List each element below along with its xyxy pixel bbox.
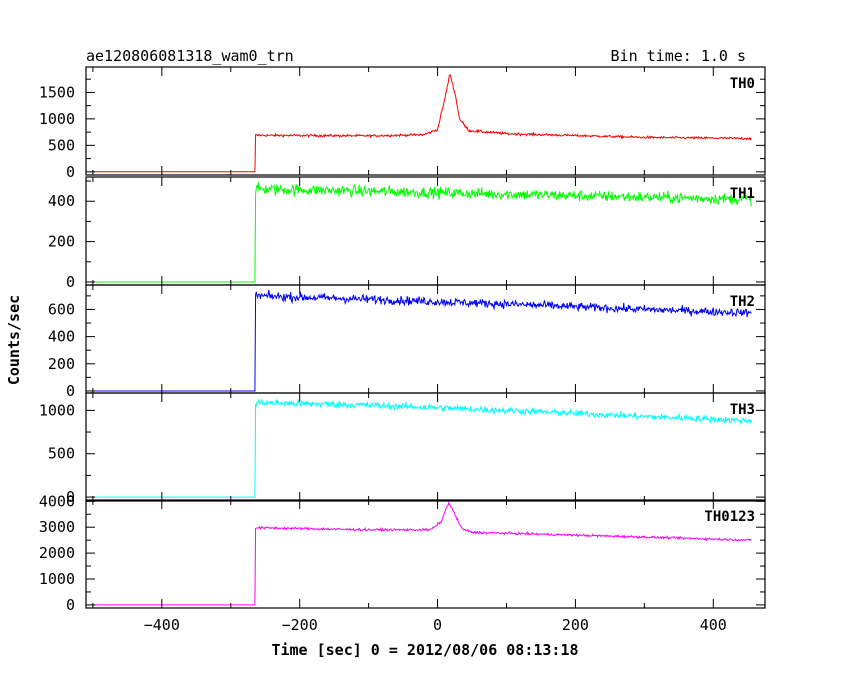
y-tick-label: 1000 <box>39 570 75 588</box>
panel-label-th1: TH1 <box>730 186 755 202</box>
x-tick-label: 400 <box>700 616 727 634</box>
panel-th3: 0 500 1000 TH3 <box>39 392 766 506</box>
x-tick-label: −200 <box>282 616 318 634</box>
y-tick-label: 200 <box>48 355 75 373</box>
panel-label-th3: TH3 <box>730 402 755 418</box>
y-tick-label: 0 <box>66 273 75 291</box>
panels-group: 0 500 1000 1500 TH0 0 200 400 TH1 0 200 400 600 TH2 0 5… <box>39 66 766 634</box>
bin-time-label: Bin time: 1.0 s <box>611 47 746 65</box>
y-tick-label: 400 <box>48 192 75 210</box>
y-tick-label: 3000 <box>39 518 75 536</box>
y-tick-label: 400 <box>48 328 75 346</box>
series-line-th1 <box>92 181 752 283</box>
y-tick-label: 500 <box>48 136 75 154</box>
y-tick-label: 500 <box>48 445 75 463</box>
x-tick-label: −400 <box>144 616 180 634</box>
panel-frame <box>85 392 766 502</box>
chart-title: ae120806081318_wam0_trn <box>86 47 294 65</box>
panel-th2: 0 200 400 600 TH2 <box>48 284 766 400</box>
y-tick-label: 0 <box>66 382 75 400</box>
panel-label-th0123: TH0123 <box>704 509 755 525</box>
panel-th0123: 0 1000 2000 3000 4000 TH0123 <box>39 492 766 614</box>
panel-frame <box>85 284 766 394</box>
y-tick-label: 200 <box>48 233 75 251</box>
panel-label-th2: TH2 <box>730 294 755 310</box>
series-line-th3 <box>92 398 752 498</box>
series-line-th0123 <box>92 500 752 606</box>
y-tick-label: 1000 <box>39 401 75 419</box>
panel-th0: 0 500 1000 1500 TH0 <box>39 66 766 181</box>
x-tick-label: 200 <box>562 616 589 634</box>
y-tick-label: 600 <box>48 300 75 318</box>
panel-th1: 0 200 400 TH1 <box>48 176 766 291</box>
panel-frame <box>85 499 766 609</box>
panel-frame <box>85 66 766 176</box>
y-tick-label: 2000 <box>39 544 75 562</box>
y-tick-label: 0 <box>66 488 75 506</box>
series-line-th0 <box>92 73 752 173</box>
y-tick-label: 0 <box>66 596 75 614</box>
x-tick-label: 0 <box>433 616 442 634</box>
x-axis-title: Time [sec] 0 = 2012/08/06 08:13:18 <box>271 641 578 659</box>
y-tick-label: 0 <box>66 163 75 181</box>
y-axis-title: Counts/sec <box>5 295 23 385</box>
y-tick-label: 4000 <box>39 492 75 510</box>
y-tick-label: 1500 <box>39 83 75 101</box>
y-tick-label: 1000 <box>39 110 75 128</box>
series-line-th2 <box>92 289 752 392</box>
panel-label-th0: TH0 <box>730 76 755 92</box>
